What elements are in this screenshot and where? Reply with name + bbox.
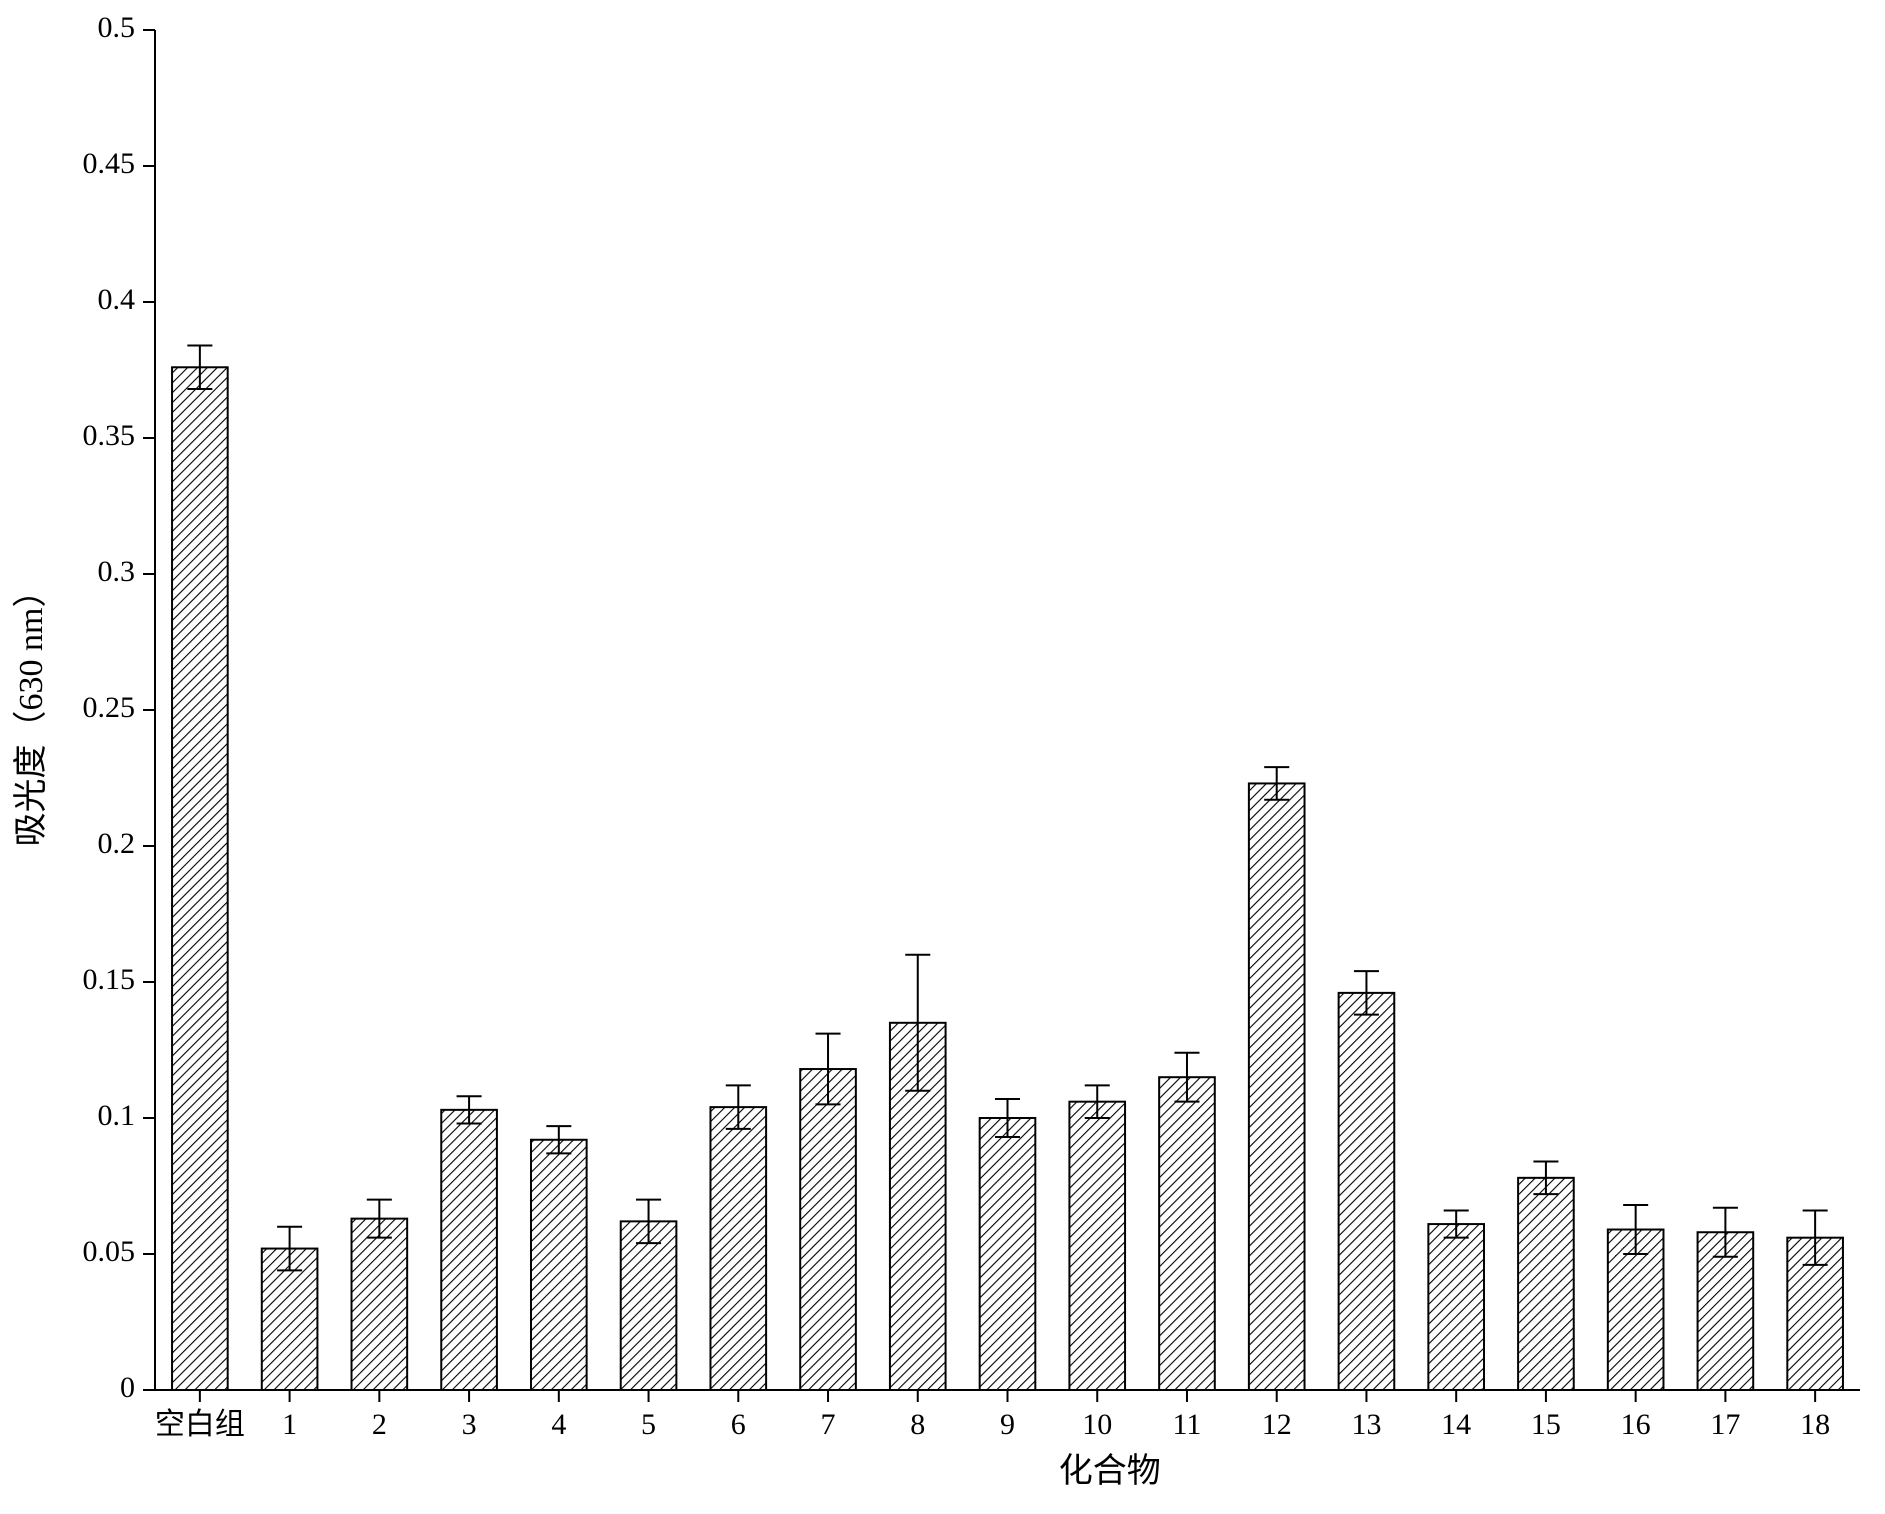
y-tick-label: 0.25	[83, 691, 136, 724]
x-tick-label: 10	[1082, 1408, 1112, 1441]
x-tick-label: 5	[641, 1408, 656, 1441]
bar	[352, 1219, 408, 1390]
bar	[621, 1221, 677, 1390]
chart-svg: 0 0.05 0.1 0.15 0.2 0.25 0.3 0.35 0.4 0.45 0.5 空白组 1…	[0, 0, 1885, 1514]
bar	[531, 1140, 587, 1390]
x-tick-label: 12	[1262, 1408, 1292, 1441]
y-tick-label: 0.1	[98, 1099, 136, 1132]
x-tick-label: 13	[1351, 1408, 1381, 1441]
bar	[172, 367, 228, 1390]
x-tick-label: 16	[1621, 1408, 1651, 1441]
y-tick-label: 0.2	[98, 827, 136, 860]
x-tick-label: 17	[1710, 1408, 1740, 1441]
bar	[1518, 1178, 1574, 1390]
bar	[980, 1118, 1036, 1390]
bar	[1339, 993, 1395, 1390]
x-tick-label: 6	[731, 1408, 746, 1441]
y-tick-label: 0	[120, 1371, 135, 1404]
x-tick-label: 空白组	[155, 1408, 245, 1441]
x-tick-label: 14	[1441, 1408, 1471, 1441]
x-tick-label: 18	[1800, 1408, 1830, 1441]
y-tick-label: 0.3	[98, 555, 136, 588]
bar	[1249, 783, 1305, 1390]
x-tick-label: 15	[1531, 1408, 1561, 1441]
x-tick-label: 11	[1173, 1408, 1202, 1441]
x-tick-label: 7	[821, 1408, 836, 1441]
bar-chart: 0 0.05 0.1 0.15 0.2 0.25 0.3 0.35 0.4 0.45 0.5 空白组 1…	[0, 0, 1885, 1514]
y-tick-label: 0.4	[98, 283, 136, 316]
bar	[1428, 1224, 1484, 1390]
bar	[1159, 1077, 1215, 1390]
bar	[800, 1069, 856, 1390]
x-tick-label: 3	[462, 1408, 477, 1441]
x-tick-label: 9	[1000, 1408, 1015, 1441]
y-axis-title: 吸光度（630 nm）	[12, 574, 50, 847]
x-tick-label: 4	[551, 1408, 566, 1441]
bar	[441, 1110, 497, 1390]
y-tick-label: 0.05	[83, 1235, 136, 1268]
x-tick-label: 2	[372, 1408, 387, 1441]
bar	[710, 1107, 766, 1390]
x-tick-label: 1	[282, 1408, 297, 1441]
bar	[1069, 1102, 1125, 1390]
x-tick-label: 8	[910, 1408, 925, 1441]
y-tick-label: 0.15	[83, 963, 136, 996]
y-tick-label: 0.35	[83, 419, 136, 452]
x-axis-title: 化合物	[1059, 1452, 1161, 1490]
y-tick-label: 0.45	[83, 147, 136, 180]
y-tick-label: 0.5	[98, 11, 136, 44]
